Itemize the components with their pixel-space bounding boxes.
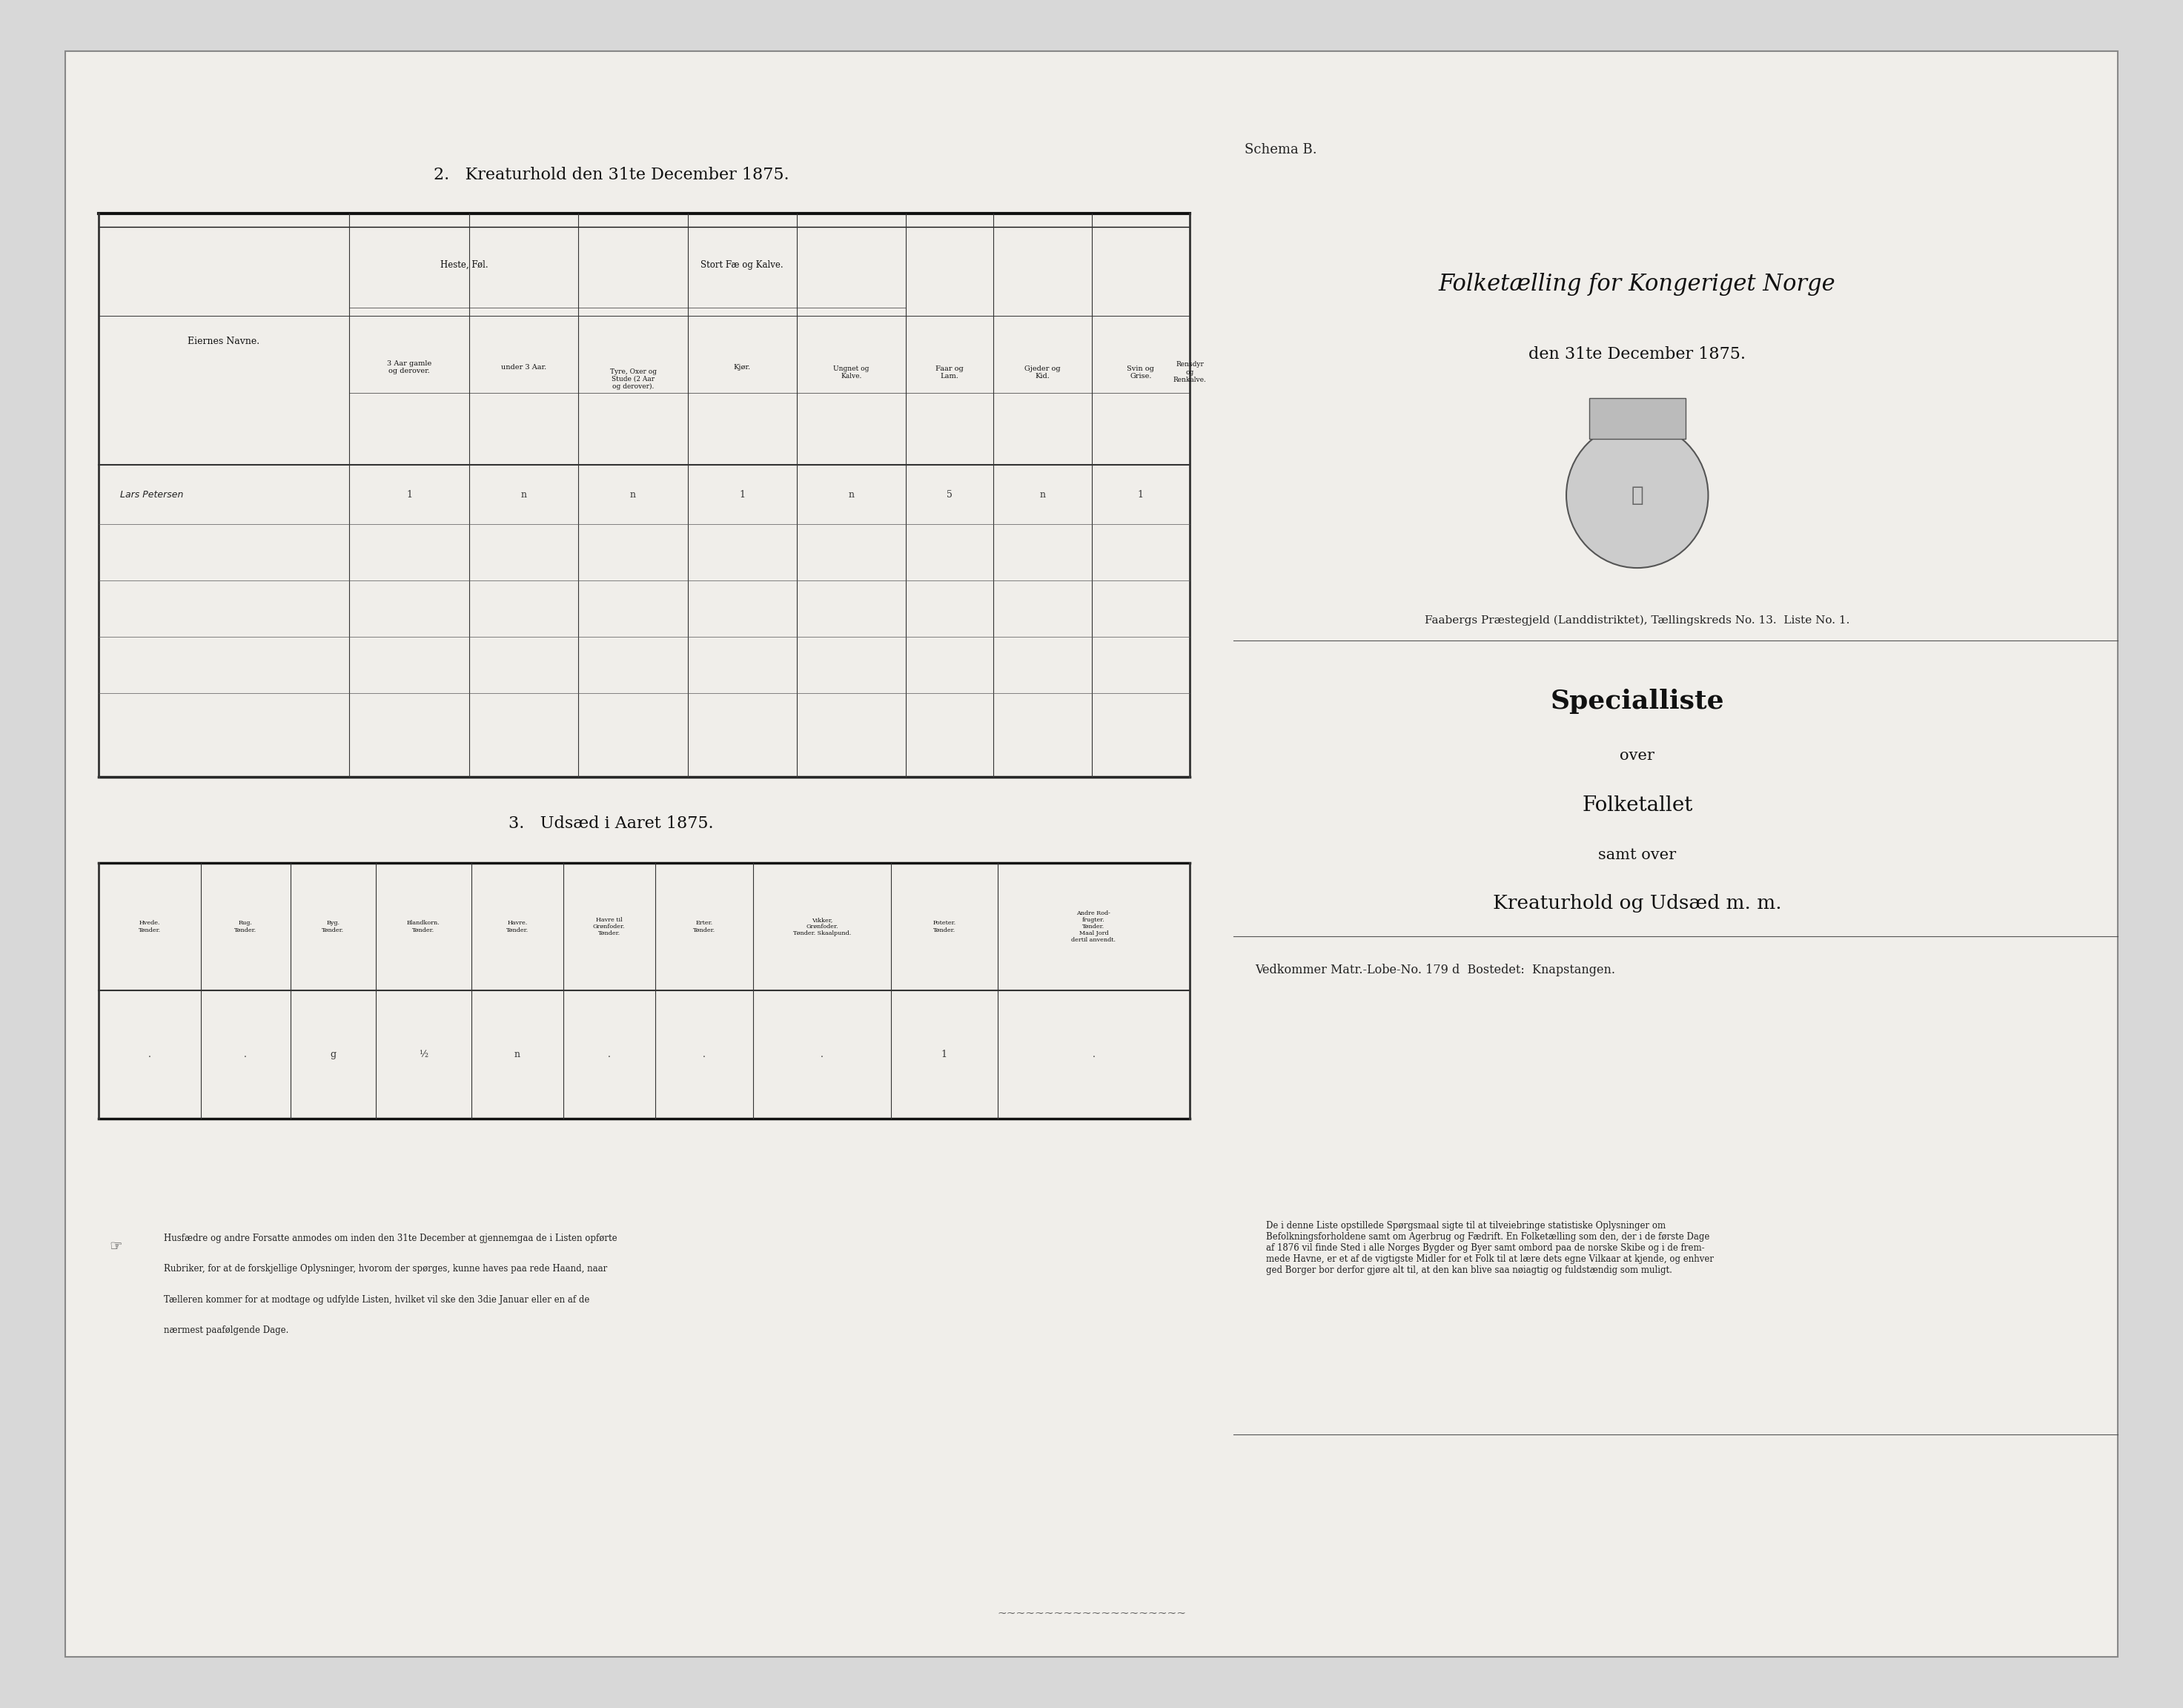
Text: Poteter.
Tønder.: Poteter. Tønder. — [932, 921, 956, 933]
Text: Faar og
Lam.: Faar og Lam. — [937, 366, 963, 379]
Text: Kreaturhold og Udsæd m. m.: Kreaturhold og Udsæd m. m. — [1493, 893, 1781, 912]
Text: .: . — [703, 1050, 705, 1059]
Text: Hvede.
Tønder.: Hvede. Tønder. — [138, 921, 162, 933]
Text: Andre Rod-
frugter.
Tønder.
Maal Jord
dertil anvendt.: Andre Rod- frugter. Tønder. Maal Jord de… — [1072, 910, 1116, 943]
Text: ☞: ☞ — [109, 1240, 122, 1254]
FancyBboxPatch shape — [65, 51, 2118, 1657]
Text: Stort Fæ og Kalve.: Stort Fæ og Kalve. — [701, 260, 784, 270]
Text: samt over: samt over — [1598, 847, 1677, 863]
Text: over: over — [1620, 748, 1655, 763]
Text: .: . — [607, 1050, 611, 1059]
Text: n: n — [515, 1050, 520, 1059]
Text: 1: 1 — [406, 490, 413, 499]
Text: Tælleren kommer for at modtage og udfylde Listen, hvilket vil ske den 3die Janua: Tælleren kommer for at modtage og udfyld… — [164, 1295, 589, 1305]
Text: Blandkorn.
Tønder.: Blandkorn. Tønder. — [406, 921, 441, 933]
Text: Svin og
Grise.: Svin og Grise. — [1126, 366, 1155, 379]
Text: g: g — [330, 1050, 336, 1059]
Text: .: . — [148, 1050, 151, 1059]
Text: 3 Aar gamle
og derover.: 3 Aar gamle og derover. — [386, 360, 432, 374]
Text: .: . — [821, 1050, 823, 1059]
Text: Specialliste: Specialliste — [1550, 688, 1725, 714]
Text: 🦁: 🦁 — [1631, 485, 1644, 506]
Text: Heste, Føl.: Heste, Føl. — [441, 260, 487, 270]
Text: Lars Petersen: Lars Petersen — [120, 490, 183, 499]
Text: 1: 1 — [1137, 490, 1144, 499]
Text: Havre.
Tønder.: Havre. Tønder. — [506, 921, 528, 933]
Text: Havre til
Grønfoder.
Tønder.: Havre til Grønfoder. Tønder. — [594, 917, 624, 936]
Text: Vedkommer Matr.-Lobe-No. 179 d  Bostedet:  Knapstangen.: Vedkommer Matr.-Lobe-No. 179 d Bostedet:… — [1255, 963, 1615, 977]
FancyBboxPatch shape — [1589, 398, 1685, 439]
Text: 1: 1 — [941, 1050, 947, 1059]
Text: n: n — [849, 490, 854, 499]
Text: Rubriker, for at de forskjellige Oplysninger, hvorom der spørges, kunne haves pa: Rubriker, for at de forskjellige Oplysni… — [164, 1264, 607, 1274]
Text: nærmest paafølgende Dage.: nærmest paafølgende Dage. — [164, 1325, 288, 1336]
Text: Erter.
Tønder.: Erter. Tønder. — [692, 921, 716, 933]
Text: Rensdyr
og
Renkalve.: Rensdyr og Renkalve. — [1172, 362, 1207, 383]
Text: Byg.
Tønder.: Byg. Tønder. — [321, 921, 345, 933]
Text: ~~~~~~~~~~~~~~~~~~~~: ~~~~~~~~~~~~~~~~~~~~ — [998, 1609, 1185, 1619]
Text: Husfædre og andre Forsatte anmodes om inden den 31te December at gjennemgaa de i: Husfædre og andre Forsatte anmodes om in… — [164, 1233, 618, 1243]
Text: .: . — [1092, 1050, 1096, 1059]
Text: Gjeder og
Kid.: Gjeder og Kid. — [1024, 366, 1061, 379]
Text: ½: ½ — [419, 1050, 428, 1059]
Text: Eiernes Navne.: Eiernes Navne. — [188, 336, 260, 347]
Text: 1: 1 — [740, 490, 744, 499]
Text: Kjør.: Kjør. — [733, 364, 751, 371]
Text: Ungnet og
Kalve.: Ungnet og Kalve. — [834, 366, 869, 379]
Text: Rug.
Tønder.: Rug. Tønder. — [234, 921, 258, 933]
Text: De i denne Liste opstillede Spørgsmaal sigte til at tilveiebringe statistiske Op: De i denne Liste opstillede Spørgsmaal s… — [1266, 1221, 1714, 1276]
Text: 3.   Udsæd i Aaret 1875.: 3. Udsæd i Aaret 1875. — [509, 816, 714, 832]
Text: Tyre, Oxer og
Stude (2 Aar
og derover).: Tyre, Oxer og Stude (2 Aar og derover). — [609, 369, 657, 389]
Text: n: n — [522, 490, 526, 499]
Text: 2.   Kreaturhold den 31te December 1875.: 2. Kreaturhold den 31te December 1875. — [434, 167, 788, 183]
Text: 5: 5 — [947, 490, 952, 499]
Text: n: n — [631, 490, 635, 499]
Text: Schema B.: Schema B. — [1244, 143, 1316, 157]
Text: under 3 Aar.: under 3 Aar. — [502, 364, 546, 371]
Text: den 31te December 1875.: den 31te December 1875. — [1528, 347, 1746, 362]
Text: Vikker,
Grønfoder.
Tønder. Skaalpund.: Vikker, Grønfoder. Tønder. Skaalpund. — [792, 917, 851, 936]
Text: n: n — [1039, 490, 1046, 499]
Text: Folketallet: Folketallet — [1583, 796, 1692, 816]
Ellipse shape — [1567, 424, 1709, 569]
Text: Faabergs Præstegjeld (Landdistriktet), Tællingskreds No. 13.  Liste No. 1.: Faabergs Præstegjeld (Landdistriktet), T… — [1425, 615, 1849, 625]
Text: Folketælling for Kongeriget Norge: Folketælling for Kongeriget Norge — [1439, 273, 1836, 295]
Text: .: . — [244, 1050, 247, 1059]
